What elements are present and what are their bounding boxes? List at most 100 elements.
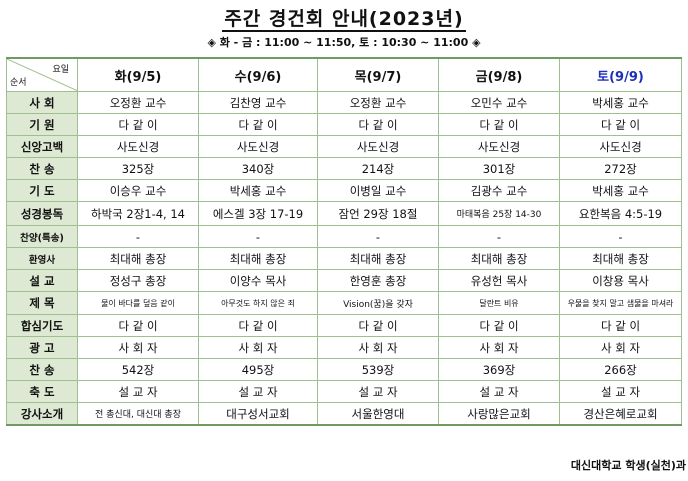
- schedule-cell: 다 같 이: [198, 314, 318, 337]
- row-label: 광 고: [6, 336, 78, 359]
- schedule-cell: 사 회 자: [438, 336, 560, 359]
- schedule-cell: 잠언 29장 18절: [317, 201, 439, 226]
- schedule-cell: 495장: [198, 358, 318, 381]
- schedule-cell: 경산은혜로교회: [559, 402, 682, 426]
- schedule-cell: 이승우 교수: [77, 179, 199, 202]
- schedule-cell: 다 같 이: [317, 314, 439, 337]
- schedule-cell: 다 같 이: [559, 113, 682, 136]
- schedule-cell: 설 교 자: [317, 380, 439, 403]
- schedule-cell: 539장: [317, 358, 439, 381]
- schedule-cell: 박세홍 교수: [559, 91, 682, 114]
- schedule-cell: 마태복음 25장 14-30: [438, 201, 560, 226]
- schedule-cell: 이양수 목사: [198, 269, 318, 292]
- row-label: 신앙고백: [6, 135, 78, 158]
- row-label: 환영사: [6, 247, 78, 270]
- schedule-row: 찬 송 542장 495장 539장 369장 266장: [6, 358, 682, 381]
- schedule-cell: 사 회 자: [559, 336, 682, 359]
- schedule-cell: 한영훈 총장: [317, 269, 439, 292]
- schedule-cell: 325장: [77, 157, 199, 180]
- row-label: 강사소개: [6, 402, 78, 426]
- schedule-cell: -: [77, 225, 199, 248]
- schedule-table: 요일 순서 화(9/5) 수(9/6) 목(9/7) 금(9/8) 토(9/9) 사 회 오정환…: [6, 57, 682, 426]
- schedule-row: 사 회 오정환 교수 김찬영 교수 오정환 교수 오민수 교수 박세홍 교수: [6, 91, 682, 114]
- schedule-cell: 272장: [559, 157, 682, 180]
- schedule-cell: -: [317, 225, 439, 248]
- row-label: 기 원: [6, 113, 78, 136]
- schedule-cell: 설 교 자: [77, 380, 199, 403]
- schedule-cell: 214장: [317, 157, 439, 180]
- schedule-cell: 최대해 총장: [559, 247, 682, 270]
- schedule-cell: 542장: [77, 358, 199, 381]
- schedule-cell: -: [559, 225, 682, 248]
- schedule-cell: 오민수 교수: [438, 91, 560, 114]
- schedule-cell: 340장: [198, 157, 318, 180]
- schedule-cell: 최대해 총장: [198, 247, 318, 270]
- schedule-cell: 다 같 이: [559, 314, 682, 337]
- schedule-cell: Vision(꿈)을 갖자: [317, 291, 439, 315]
- row-label: 제 목: [6, 291, 78, 315]
- schedule-cell: -: [438, 225, 560, 248]
- schedule-cell: 최대해 총장: [317, 247, 439, 270]
- schedule-cell: 사도신경: [198, 135, 318, 158]
- schedule-cell: 사도신경: [559, 135, 682, 158]
- schedule-cell: 설 교 자: [198, 380, 318, 403]
- schedule-cell: 다 같 이: [438, 314, 560, 337]
- schedule-cell: 최대해 총장: [77, 247, 199, 270]
- row-label: 찬 송: [6, 157, 78, 180]
- schedule-cell: 사 회 자: [198, 336, 318, 359]
- schedule-row: 기 도 이승우 교수 박세홍 교수 이병일 교수 김광수 교수 박세홍 교수: [6, 179, 682, 202]
- schedule-cell: 유성헌 목사: [438, 269, 560, 292]
- schedule-cell: 달란트 비유: [438, 291, 560, 315]
- schedule-cell: 이병일 교수: [317, 179, 439, 202]
- schedule-cell: 물이 바다를 덮음 같이: [77, 291, 199, 315]
- schedule-cell: 다 같 이: [198, 113, 318, 136]
- day-header: 목(9/7): [317, 57, 439, 92]
- corner-order-label: 순서: [10, 78, 27, 88]
- schedule-cell: 이창용 목사: [559, 269, 682, 292]
- schedule-cell: 전 총신대, 대신대 총장: [77, 402, 199, 426]
- row-label: 성경봉독: [6, 201, 78, 226]
- schedule-row: 환영사 최대해 총장 최대해 총장 최대해 총장 최대해 총장 최대해 총장: [6, 247, 682, 270]
- schedule-cell: 서울한영대: [317, 402, 439, 426]
- row-label: 축 도: [6, 380, 78, 403]
- schedule-cell: -: [198, 225, 318, 248]
- schedule-row: 성경봉독 하박국 2장1-4, 14 에스겔 3장 17-19 잠언 29장 18절 마…: [6, 201, 682, 226]
- schedule-row: 신앙고백 사도신경 사도신경 사도신경 사도신경 사도신경: [6, 135, 682, 158]
- schedule-cell: 설 교 자: [559, 380, 682, 403]
- schedule-cell: 다 같 이: [77, 314, 199, 337]
- schedule-row: 강사소개 전 총신대, 대신대 총장 대구성서교회 서울한영대 사랑많은교회 경산은혜로교…: [6, 402, 682, 426]
- schedule-cell: 오정환 교수: [317, 91, 439, 114]
- day-header: 토(9/9): [559, 57, 682, 92]
- corner-diagonal: [7, 59, 77, 91]
- schedule-cell: 대구성서교회: [198, 402, 318, 426]
- schedule-times: ◈ 화 - 금 : 11:00 ~ 11:50, 토 : 10:30 ~ 11:…: [207, 36, 481, 49]
- schedule-cell: 266장: [559, 358, 682, 381]
- day-header: 화(9/5): [77, 57, 199, 92]
- schedule-cell: 사 회 자: [77, 336, 199, 359]
- schedule-cell: 김찬영 교수: [198, 91, 318, 114]
- schedule-cell: 다 같 이: [77, 113, 199, 136]
- corner-day-label: 요일: [52, 65, 69, 75]
- page-title: 주간 경건회 안내(2023년): [222, 8, 466, 32]
- schedule-row: 찬양(특송) - - - - -: [6, 225, 682, 248]
- schedule-row: 제 목 물이 바다를 덮음 같이 아무것도 하지 않은 죄 Vision(꿈)을 갖자…: [6, 291, 682, 315]
- schedule-cell: 아무것도 하지 않은 죄: [198, 291, 318, 315]
- day-header: 수(9/6): [198, 57, 318, 92]
- schedule-cell: 에스겔 3장 17-19: [198, 201, 318, 226]
- schedule-row: 찬 송 325장 340장 214장 301장 272장: [6, 157, 682, 180]
- row-label: 찬양(특송): [6, 225, 78, 248]
- schedule-cell: 박세홍 교수: [198, 179, 318, 202]
- schedule-cell: 다 같 이: [438, 113, 560, 136]
- header-row: 요일 순서 화(9/5) 수(9/6) 목(9/7) 금(9/8) 토(9/9): [6, 57, 682, 92]
- schedule-cell: 김광수 교수: [438, 179, 560, 202]
- schedule-cell: 설 교 자: [438, 380, 560, 403]
- schedule-cell: 사도신경: [77, 135, 199, 158]
- schedule-cell: 요한복음 4:5-19: [559, 201, 682, 226]
- schedule-cell: 사랑많은교회: [438, 402, 560, 426]
- row-label: 사 회: [6, 91, 78, 114]
- schedule-cell: 369장: [438, 358, 560, 381]
